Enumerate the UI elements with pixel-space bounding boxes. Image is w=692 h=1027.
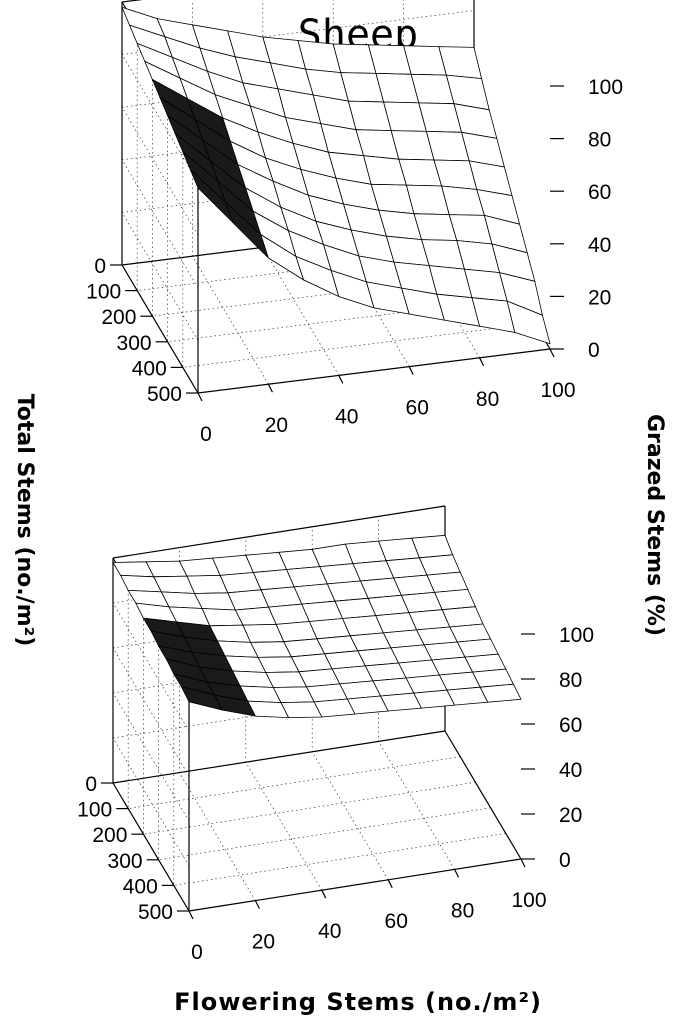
gridline [121, 0, 141, 3]
y-tick-label: 200 [92, 824, 127, 847]
surface-patch [434, 588, 476, 611]
gridline [188, 686, 522, 912]
x-tick [267, 383, 273, 393]
frame-edge [444, 730, 522, 860]
frame-edge [121, 264, 199, 394]
gridline [121, 159, 199, 288]
x-tick-label: 60 [385, 910, 408, 933]
y-tick-label: 400 [123, 875, 158, 898]
x-tick [338, 375, 344, 384]
x-tick [254, 900, 260, 909]
x-tick [197, 392, 203, 402]
surface-patch [411, 534, 454, 559]
gridline [143, 609, 476, 835]
x-tick [549, 348, 555, 358]
x-tick-label: 80 [476, 388, 499, 411]
x-axis-label: Flowering Stems (no./m²) [174, 988, 542, 1016]
y-tick-label: 500 [138, 901, 173, 924]
surface [112, 534, 522, 719]
frame-edge [197, 348, 551, 394]
surface-patch [426, 571, 469, 593]
y-tick-label: 300 [117, 332, 152, 355]
x-tick-label: 100 [540, 379, 575, 402]
frame-edge [188, 858, 522, 912]
x-tick-label: 20 [265, 414, 288, 437]
z-tick-label: 60 [588, 181, 611, 204]
gridline [173, 660, 506, 886]
y-tick-label: 400 [132, 357, 167, 380]
z-tick-label: 100 [559, 624, 594, 647]
surface-patch [441, 606, 484, 628]
y-tick-label: 500 [147, 383, 182, 406]
x-tick-label: 40 [335, 405, 358, 428]
z-tick-label: 80 [559, 669, 582, 692]
x-tick-label: 20 [252, 931, 275, 954]
frame-edge [112, 730, 446, 784]
frame-edge [112, 505, 446, 559]
z-tick-label: 0 [559, 849, 571, 872]
surface [121, 6, 551, 345]
x-tick [454, 869, 460, 878]
z-axis-label: Grazed Stems (%) [642, 414, 667, 636]
y-tick-label: 0 [94, 255, 106, 278]
x-tick [408, 366, 414, 375]
x-tick-label: 0 [191, 941, 203, 964]
z-tick-label: 20 [588, 286, 611, 309]
z-tick-label: 80 [588, 129, 611, 152]
x-tick-label: 100 [511, 889, 546, 912]
z-tick-label: 60 [559, 714, 582, 737]
goat-panel: Goat020406080100010020030040050002040608… [77, 505, 594, 964]
y-tick-label: 0 [85, 773, 97, 796]
z-tick-label: 100 [588, 76, 623, 99]
z-tick-label: 40 [559, 759, 582, 782]
surface-patch [506, 300, 551, 345]
z-tick-label: 40 [588, 234, 611, 257]
x-tick [321, 889, 327, 899]
x-tick [387, 879, 393, 889]
surface-patch [479, 683, 522, 703]
surface-patch [418, 554, 461, 576]
gridline [121, 115, 475, 161]
x-tick [520, 858, 526, 868]
z-tick-label: 0 [588, 339, 600, 362]
x-tick [479, 357, 485, 367]
x-tick-label: 80 [451, 899, 474, 922]
frame-edge [121, 0, 143, 3]
y-tick-label: 200 [101, 306, 136, 329]
frame-edge [112, 782, 190, 912]
gridline [121, 168, 475, 213]
y-axis-label: Total Stems (no./m²) [12, 394, 37, 647]
gridline [182, 104, 535, 368]
x-tick-label: 60 [406, 397, 429, 420]
gridline [158, 634, 491, 861]
y-tick-label: 300 [108, 850, 143, 873]
gridline [127, 583, 461, 810]
x-tick-label: 40 [318, 920, 341, 943]
x-tick-label: 0 [200, 423, 212, 446]
y-tick-label: 100 [86, 281, 121, 304]
z-tick-label: 20 [559, 804, 582, 827]
y-tick-label: 100 [77, 799, 112, 822]
x-tick [188, 910, 194, 920]
